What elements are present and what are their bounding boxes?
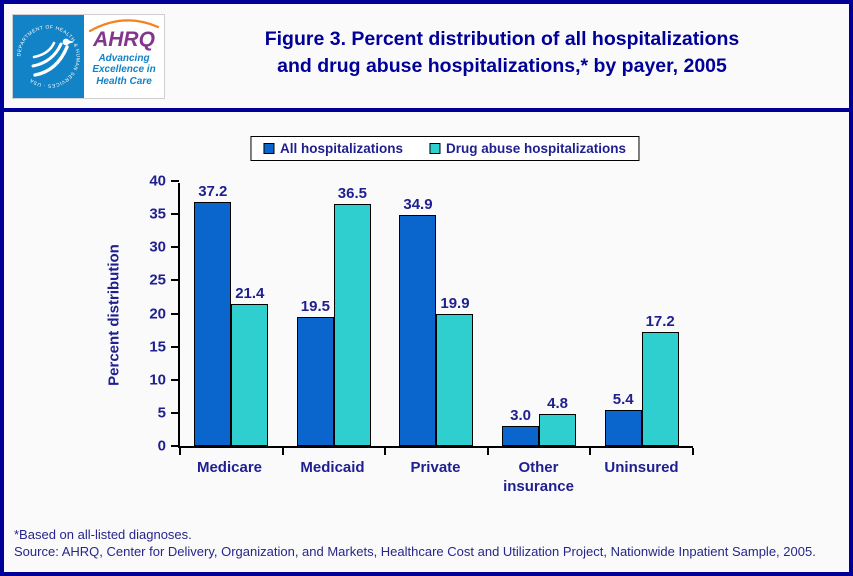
bar-4-1 bbox=[641, 332, 679, 446]
x-tick-mark-5 bbox=[692, 448, 694, 455]
ahrq-hhs-logo: DEPARTMENT OF HEALTH & HUMAN SERVICES · … bbox=[12, 13, 165, 99]
y-tick-label-30: 30 bbox=[149, 238, 166, 256]
legend-item-1: Drug abuse hospitalizations bbox=[428, 141, 627, 156]
bar-0-0 bbox=[194, 202, 232, 446]
x-tick-mark-4 bbox=[589, 448, 592, 455]
bar-value-label-2-1: 19.9 bbox=[440, 295, 470, 313]
bar-value-label-0-0: 37.2 bbox=[198, 183, 228, 200]
y-tick-label-35: 35 bbox=[149, 205, 166, 223]
bar-1-0 bbox=[296, 316, 334, 446]
y-tick-mark-20 bbox=[171, 312, 179, 315]
ahrq-tagline-line1: Advancing bbox=[98, 52, 150, 64]
hhs-seal-icon: DEPARTMENT OF HEALTH & HUMAN SERVICES · … bbox=[13, 14, 84, 98]
bar-slot-1-0: 19.5 bbox=[296, 183, 334, 446]
legend-swatch-0 bbox=[262, 143, 274, 154]
bar-3-0 bbox=[502, 426, 540, 446]
y-tick-mark-5 bbox=[171, 411, 179, 414]
bar-value-label-4-0: 5.4 bbox=[612, 391, 634, 409]
bar-group-4: 5.4 17.2 bbox=[590, 183, 693, 446]
bar-value-label-1-1: 36.5 bbox=[337, 185, 367, 203]
chart-legend: All hospitalizations Drug abuse hospitali… bbox=[249, 136, 640, 161]
bar-slot-3-1: 4.8 bbox=[539, 183, 577, 446]
bar-slot-2-0: 34.9 bbox=[399, 183, 437, 446]
ahrq-arc-icon bbox=[88, 18, 160, 32]
figure-title-line2: and drug abuse hospitalizations,* by pay… bbox=[277, 55, 727, 77]
bar-slot-3-0: 3.0 bbox=[502, 183, 540, 446]
bar-group-2: 34.9 19.9 bbox=[385, 183, 488, 446]
y-tick-label-20: 20 bbox=[149, 305, 166, 322]
x-axis-label-1: Medicaid bbox=[300, 459, 365, 476]
y-tick-label-25: 25 bbox=[149, 271, 166, 289]
bar-group-1: 19.5 36.5 bbox=[283, 183, 386, 446]
x-axis-label-2: Private bbox=[410, 459, 461, 476]
figure-title: Figure 3. Percent distribution of all ho… bbox=[165, 26, 849, 86]
chart-region: All hospitalizations Drug abuse hospitali… bbox=[4, 112, 849, 568]
bar-value-label-0-1: 21.4 bbox=[235, 285, 265, 303]
ahrq-logo-text: AHRQ Advancing Excellence in Health Care bbox=[84, 14, 164, 98]
bar-slot-4-1: 17.2 bbox=[641, 183, 679, 446]
bar-value-label-1-0: 19.5 bbox=[300, 297, 330, 315]
y-axis-title: Percent distribution bbox=[105, 244, 123, 386]
y-tick-mark-15 bbox=[171, 345, 179, 348]
bar-3-1 bbox=[539, 414, 577, 446]
bar-value-label-3-0: 3.0 bbox=[510, 407, 531, 425]
bar-group-0: 37.2 21.4 bbox=[180, 183, 283, 446]
bar-2-1 bbox=[436, 314, 474, 446]
y-tick-label-10: 10 bbox=[149, 371, 166, 389]
bar-slot-0-1: 21.4 bbox=[231, 183, 269, 446]
ahrq-tagline-line2: Excellence in bbox=[92, 64, 156, 76]
footnote-source: Source: AHRQ, Center for Delivery, Organ… bbox=[14, 544, 816, 559]
y-tick-mark-25 bbox=[171, 279, 179, 282]
x-tick-mark-1 bbox=[281, 448, 284, 455]
bar-value-label-4-1: 17.2 bbox=[645, 313, 675, 331]
x-tick-mark-3 bbox=[486, 448, 489, 455]
bar-slot-0-0: 37.2 bbox=[194, 183, 232, 446]
y-tick-mark-30 bbox=[171, 246, 179, 249]
bar-value-label-3-1: 4.8 bbox=[547, 395, 568, 413]
x-tick-mark-2 bbox=[384, 448, 387, 455]
legend-swatch-1 bbox=[428, 143, 440, 154]
bar-slot-1-1: 36.5 bbox=[333, 183, 371, 446]
bar-0-1 bbox=[231, 304, 269, 446]
legend-label-0: All hospitalizations bbox=[279, 141, 403, 156]
bar-value-label-2-0: 34.9 bbox=[403, 195, 433, 213]
y-tick-mark-10 bbox=[171, 378, 179, 381]
ahrq-tagline-line3: Health Care bbox=[96, 75, 152, 87]
legend-label-1: Drug abuse hospitalizations bbox=[445, 141, 627, 156]
bar-group-3: 3.0 4.8 bbox=[488, 183, 591, 446]
hhs-eagle-icon: DEPARTMENT OF HEALTH & HUMAN SERVICES · … bbox=[16, 24, 80, 88]
bar-1-1 bbox=[333, 204, 371, 446]
y-tick-mark-0 bbox=[171, 445, 179, 447]
plot-area: 37.2 21.4 19.5 36.5 34.9 19.9 3.0 4.8 5.4 17.2 0 5 1… bbox=[149, 173, 694, 455]
header: DEPARTMENT OF HEALTH & HUMAN SERVICES · … bbox=[4, 4, 849, 112]
y-tick-label-40: 40 bbox=[149, 172, 166, 190]
bar-4-0 bbox=[604, 410, 642, 446]
legend-item-0: All hospitalizations bbox=[262, 141, 403, 156]
bar-2-0 bbox=[399, 214, 437, 446]
figure-title-line1: Figure 3. Percent distribution of all ho… bbox=[264, 28, 740, 50]
seal-ring-text: DEPARTMENT OF HEALTH & HUMAN SERVICES · … bbox=[16, 24, 80, 88]
y-tick-mark-35 bbox=[171, 213, 179, 216]
x-axis-label-0: Medicare bbox=[196, 459, 263, 476]
y-tick-label-15: 15 bbox=[149, 338, 166, 356]
x-axis-labels: Medicare Medicaid Private Other insurance Un… bbox=[178, 458, 693, 496]
footnotes: *Based on all-listed diagnoses. Source: … bbox=[14, 526, 839, 560]
y-tick-label-0: 0 bbox=[157, 437, 166, 455]
ahrq-tagline: Advancing Excellence in Health Care bbox=[92, 53, 155, 88]
footnote-diagnoses: *Based on all-listed diagnoses. bbox=[14, 527, 192, 542]
y-tick-label-5: 5 bbox=[157, 404, 166, 422]
svg-text:DEPARTMENT OF HEALTH & HUMAN S: DEPARTMENT OF HEALTH & HUMAN SERVICES · … bbox=[16, 24, 80, 88]
bar-slot-2-1: 19.9 bbox=[436, 183, 474, 446]
x-axis-label-3: Other insurance bbox=[503, 459, 574, 495]
y-tick-mark-40 bbox=[171, 180, 179, 182]
x-axis-label-4: Uninsured bbox=[604, 459, 679, 476]
ahrq-wordmark: AHRQ bbox=[93, 27, 155, 51]
bar-slot-4-0: 5.4 bbox=[604, 183, 642, 446]
x-tick-mark-0 bbox=[179, 448, 181, 455]
